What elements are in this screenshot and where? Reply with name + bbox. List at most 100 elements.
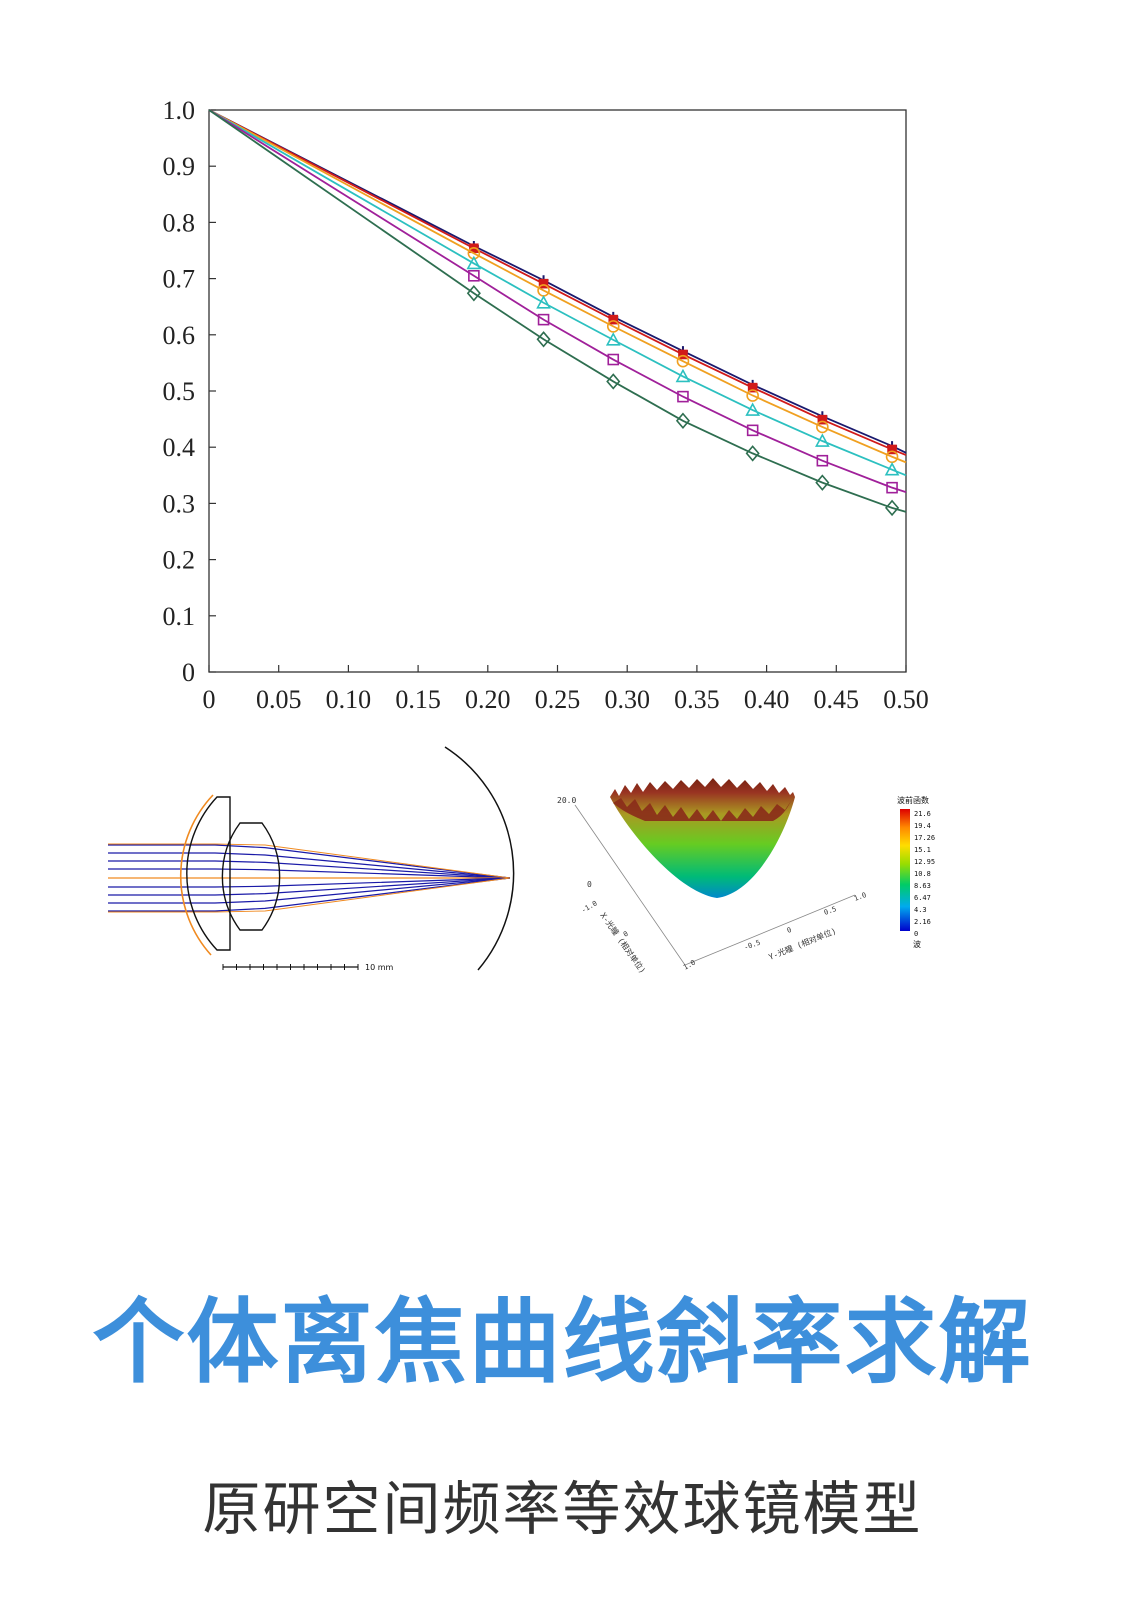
data-point bbox=[678, 349, 688, 360]
ray-path bbox=[108, 877, 511, 888]
data-point bbox=[815, 474, 830, 491]
x-tick-label: 0.40 bbox=[744, 685, 790, 714]
data-point bbox=[817, 414, 828, 425]
ray-path bbox=[108, 877, 511, 912]
ray-path bbox=[108, 877, 511, 896]
page-title: 个体离焦曲线斜率求解 bbox=[92, 1289, 1033, 1396]
ray-path bbox=[108, 844, 511, 879]
y-tick-label: 0.2 bbox=[163, 546, 196, 575]
chart-axes: 0 0.05 0.10 0.15 0.20 0.25 0.30 0.35 0.40 0.45 0.5… bbox=[163, 96, 929, 714]
data-point bbox=[746, 389, 759, 402]
colorbar-value: 6.47 bbox=[914, 894, 931, 902]
colorbar-value: 17.26 bbox=[914, 834, 935, 842]
wavefront-bowl bbox=[610, 778, 795, 898]
data-point bbox=[536, 331, 551, 348]
bowl-rim-spikes bbox=[613, 798, 791, 821]
data-point bbox=[884, 462, 900, 476]
colorbar-labels: 21.6 19.4 17.26 15.1 12.95 10.8 8.63 6.47 4.3 2.1… bbox=[914, 810, 935, 938]
y-tick-label: 0.5 bbox=[163, 377, 196, 406]
x-tick-label: 0.20 bbox=[465, 685, 511, 714]
data-point bbox=[538, 278, 549, 289]
y-tick-label: 1.0 bbox=[163, 96, 196, 125]
scale-label: 10 mm bbox=[365, 963, 394, 972]
series-line bbox=[208, 109, 907, 477]
data-point bbox=[606, 320, 620, 333]
y-tick-label: 0.8 bbox=[163, 208, 196, 237]
series-line bbox=[208, 109, 907, 464]
data-point bbox=[468, 269, 480, 282]
lens-surface-marginal bbox=[179, 794, 214, 956]
z-axis-label: 20.0 bbox=[557, 796, 576, 805]
data-point bbox=[606, 373, 621, 390]
colorbar-value: 12.95 bbox=[914, 858, 935, 866]
data-point bbox=[815, 433, 830, 447]
x-tick-label: 0 bbox=[203, 685, 216, 714]
data-point bbox=[886, 481, 898, 494]
x-tick-label: 0.30 bbox=[604, 685, 650, 714]
colorbar-value: 4.3 bbox=[914, 906, 927, 914]
data-point bbox=[747, 382, 758, 393]
x-tick-label: 0.35 bbox=[674, 685, 720, 714]
colorbar-value: 0 bbox=[914, 930, 918, 938]
x-tick-label: 0.45 bbox=[814, 685, 860, 714]
y-tick-label: 0 bbox=[786, 926, 793, 935]
y-tick-label: 0.6 bbox=[163, 321, 196, 350]
x-tick-label: 0.25 bbox=[535, 685, 581, 714]
y-axis-label: Y-光瞳 (相对单位) bbox=[767, 926, 838, 962]
series-line bbox=[208, 109, 907, 494]
y-tick-label: 0.1 bbox=[163, 602, 196, 631]
wavefront-surface-plot: 20.0 0 -1.0 0 1.0 -0.5 0 0.5 1.0 X-光瞳 (相对单位) Y-光… bbox=[557, 778, 935, 975]
focal-arc bbox=[444, 746, 515, 971]
data-point bbox=[885, 499, 900, 517]
y-tick-label: 0.7 bbox=[163, 265, 196, 294]
y-tick-label: -0.5 bbox=[743, 939, 762, 952]
series-line bbox=[208, 109, 907, 456]
ray-path bbox=[108, 860, 511, 879]
x-tick-label: 0.05 bbox=[256, 685, 302, 714]
data-point bbox=[537, 313, 550, 326]
colorbar-value: 2.16 bbox=[914, 918, 931, 926]
data-point bbox=[745, 445, 760, 462]
ray-path bbox=[108, 852, 511, 879]
data-point bbox=[816, 420, 829, 434]
y-tick-label: 0.4 bbox=[163, 433, 196, 462]
data-point bbox=[536, 295, 551, 309]
lens-ray-diagram: 10 mm bbox=[108, 746, 515, 972]
data-point bbox=[677, 390, 689, 403]
data-point bbox=[466, 255, 482, 270]
series-line bbox=[208, 109, 907, 454]
lens-element-1 bbox=[186, 796, 231, 951]
colorbar-value: 21.6 bbox=[914, 810, 931, 818]
y-tick-label: 1.0 bbox=[853, 891, 868, 903]
chart-series bbox=[208, 109, 907, 517]
x-axis bbox=[684, 894, 856, 966]
series-line bbox=[208, 109, 907, 513]
data-point bbox=[887, 444, 897, 455]
x-axis-label: X-光瞳 (相对单位) bbox=[598, 910, 648, 975]
lens-rays bbox=[108, 843, 511, 913]
data-point bbox=[745, 402, 761, 416]
data-point bbox=[607, 353, 620, 366]
data-point bbox=[605, 332, 621, 346]
origin-label: 0 bbox=[587, 880, 592, 889]
data-point bbox=[675, 412, 691, 430]
page-subtitle: 原研空间频率等效球镜模型 bbox=[202, 1475, 923, 1543]
y-tick-label: 0.5 bbox=[823, 905, 838, 917]
colorbar-title: 波前函数 bbox=[897, 795, 929, 805]
colorbar-value: 19.4 bbox=[914, 822, 931, 830]
x-tick-label: 0.50 bbox=[883, 685, 929, 714]
lens-element-2 bbox=[221, 822, 281, 931]
x-tick-label: -1.0 bbox=[580, 899, 599, 914]
colorbar: 波前函数 21.6 19.4 17.26 15.1 12.95 10.8 8.63 6.47 4… bbox=[897, 795, 935, 949]
colorbar-gradient bbox=[900, 809, 910, 931]
y-tick-label: 0 bbox=[182, 658, 195, 687]
data-point bbox=[675, 368, 691, 383]
z-axis bbox=[574, 804, 686, 966]
ray-path bbox=[108, 868, 511, 879]
marginal-ray bbox=[108, 843, 511, 879]
plot-frame bbox=[208, 109, 907, 673]
x-tick-label: 0.10 bbox=[326, 685, 372, 714]
y-tick-label: 0.3 bbox=[163, 489, 196, 518]
marginal-ray bbox=[108, 877, 511, 913]
defocus-curve-chart: 0 0.05 0.10 0.15 0.20 0.25 0.30 0.35 0.40 0.45 0.5… bbox=[163, 96, 929, 714]
